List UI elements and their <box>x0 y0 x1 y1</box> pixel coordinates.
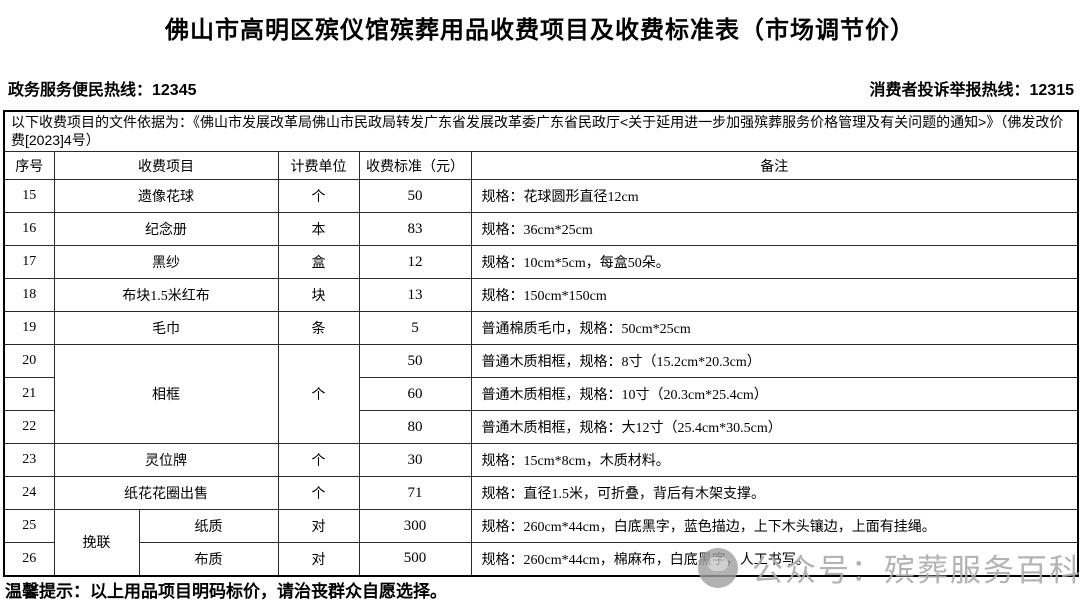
cell-unit: 条 <box>277 311 360 345</box>
col-header-item: 收费项目 <box>53 151 279 180</box>
cell-remark: 普通木质相框，规格：大12寸（25.4cm*30.5cm） <box>470 410 1079 444</box>
col-header-remark: 备注 <box>470 151 1079 180</box>
cell-item: 灵位牌 <box>53 443 279 477</box>
cell-remark: 规格：10cm*5cm，每盒50朵。 <box>470 245 1079 279</box>
col-header-price: 收费标准（元） <box>358 151 472 180</box>
cell-unit: 个 <box>277 179 360 213</box>
cell-unit: 块 <box>277 278 360 312</box>
cell-price: 12 <box>358 245 472 279</box>
cell-price: 71 <box>358 476 472 510</box>
cell-remark: 普通棉质毛巾，规格：50cm*25cm <box>470 311 1079 345</box>
cell-no: 23 <box>3 443 55 477</box>
table-row: 17 黑纱 盒 12 规格：10cm*5cm，每盒50朵。 <box>3 245 1079 279</box>
cell-unit: 个 <box>277 344 360 444</box>
note-row: 以下收费项目的文件依据为：《佛山市发展改革局佛山市民政局转发广东省发展改革委广东… <box>3 110 1079 152</box>
cell-remark: 普通木质相框，规格：10寸（20.3cm*25.4cm） <box>470 377 1079 411</box>
table-row: 19 毛巾 条 5 普通棉质毛巾，规格：50cm*25cm <box>3 311 1079 345</box>
cell-price: 50 <box>358 344 472 378</box>
table-row: 25 挽联 纸质 对 300 规格：260cm*44cm，白底黑字，蓝色描边，上… <box>3 509 1079 576</box>
col-header-unit: 计费单位 <box>277 151 360 180</box>
cell-price: 300 <box>358 509 472 543</box>
cell-remark: 规格：260cm*44cm，棉麻布，白底黑字，人工书写。 <box>470 542 1079 576</box>
pricing-table: 以下收费项目的文件依据为：《佛山市发展改革局佛山市民政局转发广东省发展改革委广东… <box>3 110 1080 577</box>
cell-no: 22 <box>3 410 55 444</box>
cell-no: 19 <box>3 311 55 345</box>
cell-price: 80 <box>358 410 472 444</box>
cell-price: 50 <box>358 179 472 213</box>
cell-unit: 个 <box>277 443 360 477</box>
cell-unit: 对 <box>277 542 360 576</box>
cell-unit: 对 <box>277 509 360 543</box>
cell-unit: 本 <box>277 212 360 246</box>
page-title: 佛山市高明区殡仪馆殡葬用品收费项目及收费标准表（市场调节价） <box>165 17 915 44</box>
cell-price: 60 <box>358 377 472 411</box>
table-row: 20 相框 个 50 普通木质相框，规格：8寸（15.2cm*20.3cm） <box>3 344 1079 444</box>
service-hotline: 政务服务便民热线：12345 <box>8 82 197 99</box>
cell-remark: 规格：150cm*150cm <box>470 278 1079 312</box>
cell-unit: 个 <box>277 476 360 510</box>
cell-item: 纪念册 <box>53 212 279 246</box>
cell-item: 黑纱 <box>53 245 279 279</box>
cell-no: 25 <box>3 509 55 543</box>
cell-no: 16 <box>3 212 55 246</box>
table-row: 23 灵位牌 个 30 规格：15cm*8cm，木质材料。 <box>3 443 1079 477</box>
cell-no: 18 <box>3 278 55 312</box>
cell-remark: 规格：花球圆形直径12cm <box>470 179 1079 213</box>
header-row: 序号 收费项目 计费单位 收费标准（元） 备注 <box>3 151 1079 180</box>
cell-no: 26 <box>3 542 55 576</box>
cell-subitem: 布质 <box>138 542 279 576</box>
cell-no: 15 <box>3 179 55 213</box>
cell-no: 21 <box>3 377 55 411</box>
table-row: 24 纸花花圈出售 个 71 规格：直径1.5米，可折叠，背后有木架支撑。 <box>3 476 1079 510</box>
cell-subitem: 纸质 <box>138 509 279 543</box>
cell-item: 遗像花球 <box>53 179 279 213</box>
table-row: 18 布块1.5米红布 块 13 规格：150cm*150cm <box>3 278 1079 312</box>
cell-price: 83 <box>358 212 472 246</box>
cell-no: 20 <box>3 344 55 378</box>
basis-note: 以下收费项目的文件依据为：《佛山市发展改革局佛山市民政局转发广东省发展改革委广东… <box>3 110 1079 152</box>
cell-remark: 规格：15cm*8cm，木质材料。 <box>470 443 1079 477</box>
cell-price: 13 <box>358 278 472 312</box>
cell-price: 30 <box>358 443 472 477</box>
cell-remark: 规格：36cm*25cm <box>470 212 1079 246</box>
cell-remark: 规格：260cm*44cm，白底黑字，蓝色描边，上下木头镶边，上面有挂绳。 <box>470 509 1079 543</box>
cell-no: 24 <box>3 476 55 510</box>
cell-item: 布块1.5米红布 <box>53 278 279 312</box>
cell-unit: 盒 <box>277 245 360 279</box>
cell-item: 毛巾 <box>53 311 279 345</box>
table-row: 16 纪念册 本 83 规格：36cm*25cm <box>3 212 1079 246</box>
hotline-bar: 政务服务便民热线：12345 消费者投诉举报热线：12315 <box>8 76 1074 100</box>
table-row: 26 布质 对 500 规格：260cm*44cm，棉麻布，白底黑字，人工书写。 <box>3 542 1079 576</box>
table-row: 22 80 普通木质相框，规格：大12寸（25.4cm*30.5cm） <box>3 410 1079 444</box>
cell-price: 500 <box>358 542 472 576</box>
cell-price: 5 <box>358 311 472 345</box>
cell-item-group: 挽联 <box>53 509 140 576</box>
cell-no: 17 <box>3 245 55 279</box>
cell-remark: 普通木质相框，规格：8寸（15.2cm*20.3cm） <box>470 344 1079 378</box>
cell-item: 纸花花圈出售 <box>53 476 279 510</box>
cell-remark: 规格：直径1.5米，可折叠，背后有木架支撑。 <box>470 476 1079 510</box>
friendly-reminder: 温馨提示：以上用品项目明码标价，请治丧群众自愿选择。 <box>5 582 447 601</box>
cell-item: 相框 <box>53 344 279 444</box>
complaint-hotline: 消费者投诉举报热线：12315 <box>869 82 1075 99</box>
col-header-no: 序号 <box>3 151 55 180</box>
table-row: 15 遗像花球 个 50 规格：花球圆形直径12cm <box>3 179 1079 213</box>
